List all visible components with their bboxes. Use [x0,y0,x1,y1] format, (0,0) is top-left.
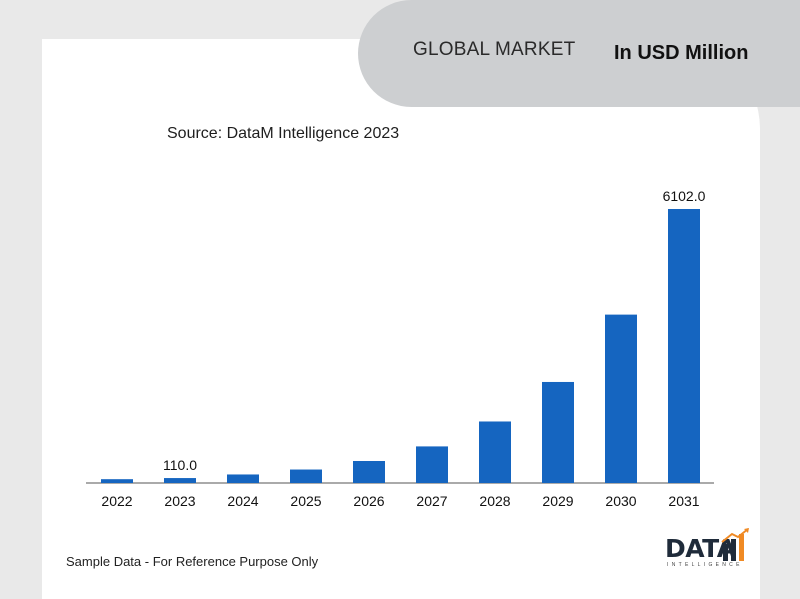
x-tick-label-2029: 2029 [542,493,573,509]
unit-label: In USD Million [614,42,749,64]
labels-group: 2022 2023 110.0 2024 2025 2026 2027 2028 2029 203… [101,188,705,509]
bar-2029 [542,381,574,483]
x-tick-label-2030: 2030 [605,493,636,509]
bar-2023 [164,478,196,483]
bar-2028 [479,421,511,483]
x-tick-label-2026: 2026 [353,493,384,509]
bar-2022 [101,479,133,483]
bar-2027 [416,446,448,483]
x-tick-label-2024: 2024 [227,493,258,509]
bar-2026 [353,460,385,483]
footer-note: Sample Data - For Reference Purpose Only [66,554,319,569]
chart-title: GLOBAL MARKET [413,39,576,60]
datam-logo: DATA INTELLIGENCE [665,528,755,570]
bar-2031 [668,209,700,483]
bar-2030 [605,314,637,483]
x-tick-label-2022: 2022 [101,493,132,509]
data-label-2023: 110.0 [163,457,197,473]
x-tick-label-2031: 2031 [668,493,699,509]
bar-chart-arrow-icon [721,528,749,561]
data-label-2031: 6102.0 [663,188,706,204]
x-tick-label-2027: 2027 [416,493,447,509]
x-tick-label-2028: 2028 [479,493,510,509]
bar-2024 [227,474,259,483]
x-tick-label-2025: 2025 [290,493,321,509]
bars-group [86,209,714,484]
header-banner [358,0,800,107]
x-tick-label-2023: 2023 [164,493,195,509]
source-note: Source: DataM Intelligence 2023 [167,125,400,142]
logo-subtext: INTELLIGENCE [667,562,743,568]
bar-2025 [290,469,322,483]
chart-card [42,39,760,599]
